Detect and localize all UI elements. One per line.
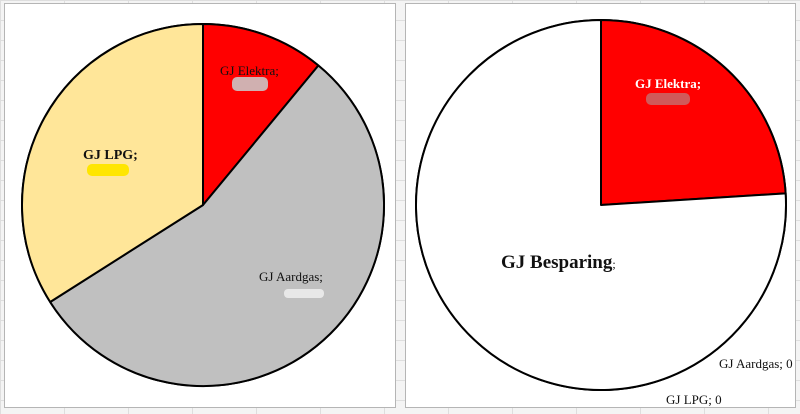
slice-label-aardgas: GJ Aardgas; [259, 269, 323, 284]
pie-slice-gj-elektra [202, 23, 320, 206]
besparing-name: GJ Besparing [501, 252, 613, 273]
pie-chart-right: GJ Elektra; GJ Besparing; GJ Aardgas; 0 … [415, 19, 793, 407]
redacted-value-elektra [232, 77, 268, 91]
pie-slice-gj-lpg [21, 23, 204, 303]
slice-label-elektra: GJ Elektra; [220, 63, 279, 78]
redacted-value-aardgas [284, 289, 324, 298]
pie-slice-gj-besparing [415, 19, 787, 391]
slice-label-besparing: GJ Besparing; [501, 252, 616, 273]
slice-label-lpg: GJ LPG; [83, 148, 138, 163]
slice-label-aardgas: GJ Aardgas; 0 [719, 356, 793, 371]
chart-panel-left: GJ Elektra; GJ Aardgas; GJ LPG; [4, 3, 396, 408]
pie-slice-gj-elektra [600, 19, 787, 206]
redacted-value-lpg [87, 164, 129, 176]
slice-label-elektra: GJ Elektra; [635, 76, 701, 91]
chart-panel-right: GJ Elektra; GJ Besparing; GJ Aardgas; 0 … [405, 3, 796, 408]
slice-label-lpg: GJ LPG; 0 [666, 392, 722, 407]
redacted-value-elektra [646, 93, 690, 105]
besparing-suffix: ; [612, 257, 615, 271]
pie-slice-gj-aardgas [49, 64, 385, 387]
pie-chart-left: GJ Elektra; GJ Aardgas; GJ LPG; [21, 23, 385, 387]
